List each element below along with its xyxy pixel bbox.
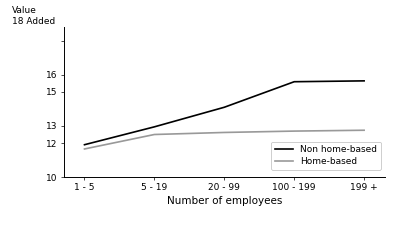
Non home-based xyxy=(362,79,366,82)
Text: 18 Added: 18 Added xyxy=(12,17,55,26)
Line: Home-based: Home-based xyxy=(85,130,364,149)
Text: Value: Value xyxy=(12,6,37,15)
Non home-based xyxy=(82,143,87,146)
Home-based xyxy=(82,148,87,150)
Non home-based xyxy=(292,80,297,83)
Non home-based xyxy=(222,106,227,109)
Home-based xyxy=(152,133,157,136)
Line: Non home-based: Non home-based xyxy=(85,81,364,145)
Home-based xyxy=(222,131,227,134)
Legend: Non home-based, Home-based: Non home-based, Home-based xyxy=(271,142,381,170)
Non home-based xyxy=(152,126,157,128)
Home-based xyxy=(292,130,297,132)
X-axis label: Number of employees: Number of employees xyxy=(167,197,282,207)
Home-based xyxy=(362,129,366,132)
